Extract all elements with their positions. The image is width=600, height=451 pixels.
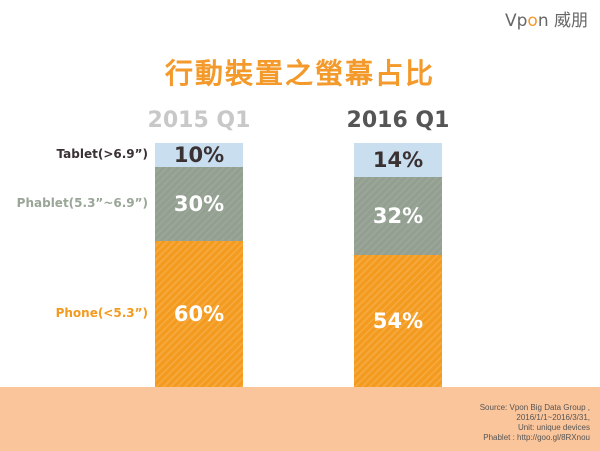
logo-text: Vp [504,11,528,31]
footer-band [0,387,600,451]
legend-label: Tablet(>6.9”) [56,147,148,162]
data-label: 30% [173,191,225,216]
data-label: 32% [372,204,424,229]
source-line: Unit: unique devices [517,423,590,432]
source-note: Source: Vpon Big Data Group , 2016/1/1~2… [480,403,590,443]
logo-text: o [527,11,538,31]
bar-segment-pho: 54% [354,255,442,387]
source-line: 2016/1/1~2016/3/31, [516,413,590,422]
legend-label: Phablet(5.3”~6.9”) [16,196,148,210]
legend-label: Phone(<5.3”) [55,305,148,320]
category-label: 2016 Q1 [346,108,450,133]
bar-segment-pha: 30% [155,167,243,241]
source-line: Source: Vpon Big Data Group , [479,403,590,412]
data-label: 54% [372,309,424,334]
data-label: 10% [173,143,225,168]
bar-2016-q1: 14% 32% 54% [354,143,442,387]
bar-segment-tab: 14% [354,143,442,178]
category-label: 2015 Q1 [147,108,251,133]
bar-2015-q1: 10% 30% 60% [155,143,243,387]
bar-segment-pha: 32% [354,177,442,256]
chart-title: 行動裝置之螢幕占比 [164,57,435,90]
data-label: 14% [372,148,424,173]
source-line: Phablet : http://goo.gl/8RXnou [483,433,590,442]
bar-segment-pho: 60% [155,240,243,387]
logo-text: n 威朋 [537,11,588,31]
data-label: 60% [173,301,225,326]
bar-segment-tab: 10% [155,143,243,168]
vpon-logo: Vpon 威朋 [505,6,588,31]
